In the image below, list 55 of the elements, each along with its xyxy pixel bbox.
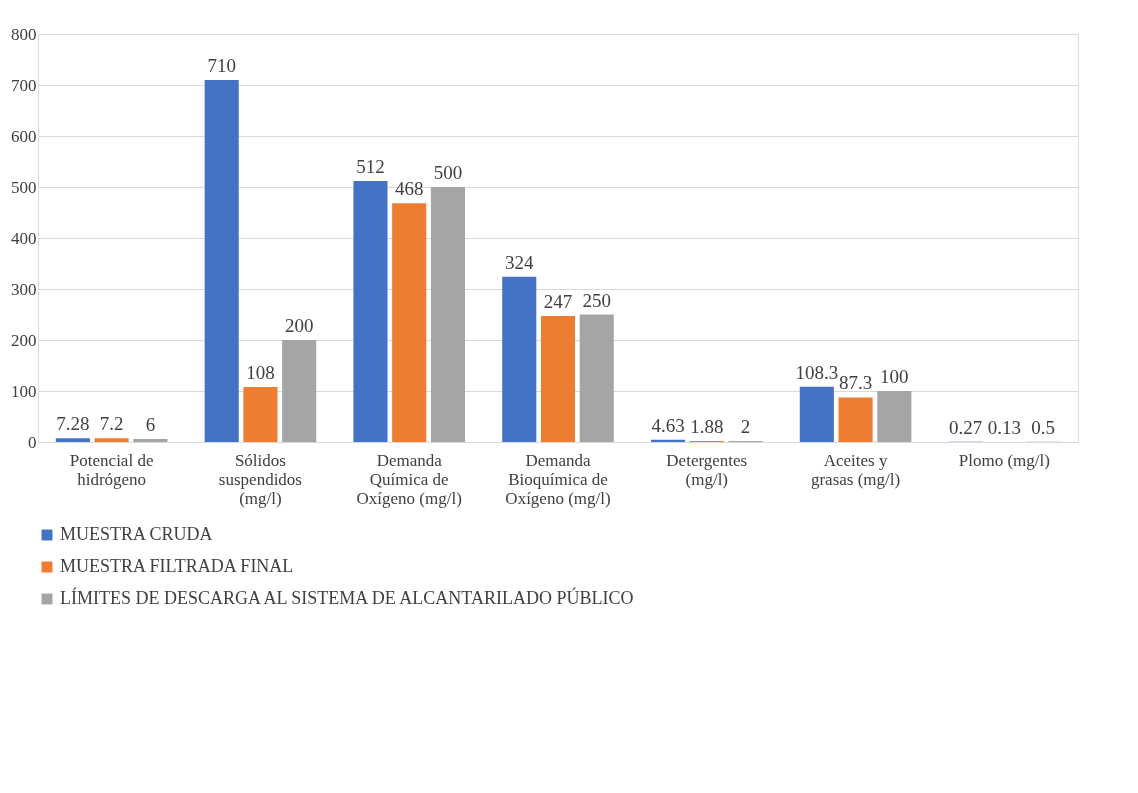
bar — [243, 386, 278, 442]
legend-label: MUESTRA FILTRADA FINAL — [60, 556, 294, 576]
y-tick-label: 400 — [11, 228, 37, 248]
y-tick-label: 300 — [11, 279, 37, 299]
data-label: 7.2 — [99, 413, 124, 435]
bar — [877, 391, 912, 442]
x-tick-label: Potencial de hidrógeno — [69, 450, 154, 489]
data-label: 1.88 — [690, 416, 724, 438]
bar — [94, 438, 129, 442]
data-label: 324 — [505, 251, 534, 273]
bar — [282, 340, 317, 442]
bar — [133, 438, 168, 442]
data-label: 100 — [880, 366, 909, 387]
data-label: 2 — [740, 415, 751, 437]
data-label: 200 — [284, 315, 314, 336]
x-tick-label: Detergentes (mg/l) — [666, 450, 748, 489]
data-label: 710 — [207, 54, 236, 76]
data-label: 6 — [145, 413, 156, 435]
data-label: 468 — [394, 178, 424, 200]
y-tick-label: 100 — [11, 381, 37, 401]
bar — [392, 203, 427, 442]
x-tick-label: Aceites y grasas (mg/l) — [810, 450, 901, 489]
data-label: 108.3 — [795, 361, 839, 383]
bar — [838, 397, 873, 442]
bar — [799, 386, 834, 442]
bar — [204, 79, 239, 442]
y-tick-label: 800 — [11, 24, 37, 44]
bar — [430, 187, 466, 442]
data-label: 500 — [433, 162, 463, 183]
y-tick-label: 700 — [11, 75, 37, 95]
data-label: 4.63 — [651, 414, 685, 436]
y-tick-label: 600 — [11, 126, 37, 146]
x-tick-label: Demanda Química de Oxígeno (mg/l) — [356, 450, 462, 508]
data-label: 0.5 — [1031, 416, 1055, 438]
y-tick-label: 500 — [11, 177, 37, 197]
bar — [55, 438, 90, 442]
legend-label: LÍMITES DE DESCARGA AL SISTEMA DE ALCANTARILADO PÚBLICO — [60, 587, 634, 608]
x-tick-label: Sólidos suspendidos (mg/l) — [218, 450, 302, 508]
data-label: 512 — [356, 155, 385, 177]
data-label: 247 — [543, 291, 573, 313]
data-label: 87.3 — [838, 372, 873, 394]
y-tick-label: 200 — [11, 330, 37, 350]
x-tick-label: Demanda Bioquímica de Oxígeno (mg/l) — [505, 450, 611, 508]
data-label: 108 — [246, 361, 275, 383]
bar — [579, 314, 614, 442]
data-label: 0.13 — [987, 416, 1021, 438]
bar — [353, 180, 388, 442]
data-label: 7.28 — [56, 413, 90, 435]
bar — [540, 316, 576, 442]
legend-label: MUESTRA CRUDA — [60, 524, 213, 544]
x-tick-label: Plomo (mg/l) — [958, 450, 1050, 470]
data-label: 0.27 — [948, 416, 983, 438]
y-tick-label: 0 — [28, 432, 37, 452]
bar — [502, 276, 537, 442]
data-label: 250 — [582, 289, 611, 311]
